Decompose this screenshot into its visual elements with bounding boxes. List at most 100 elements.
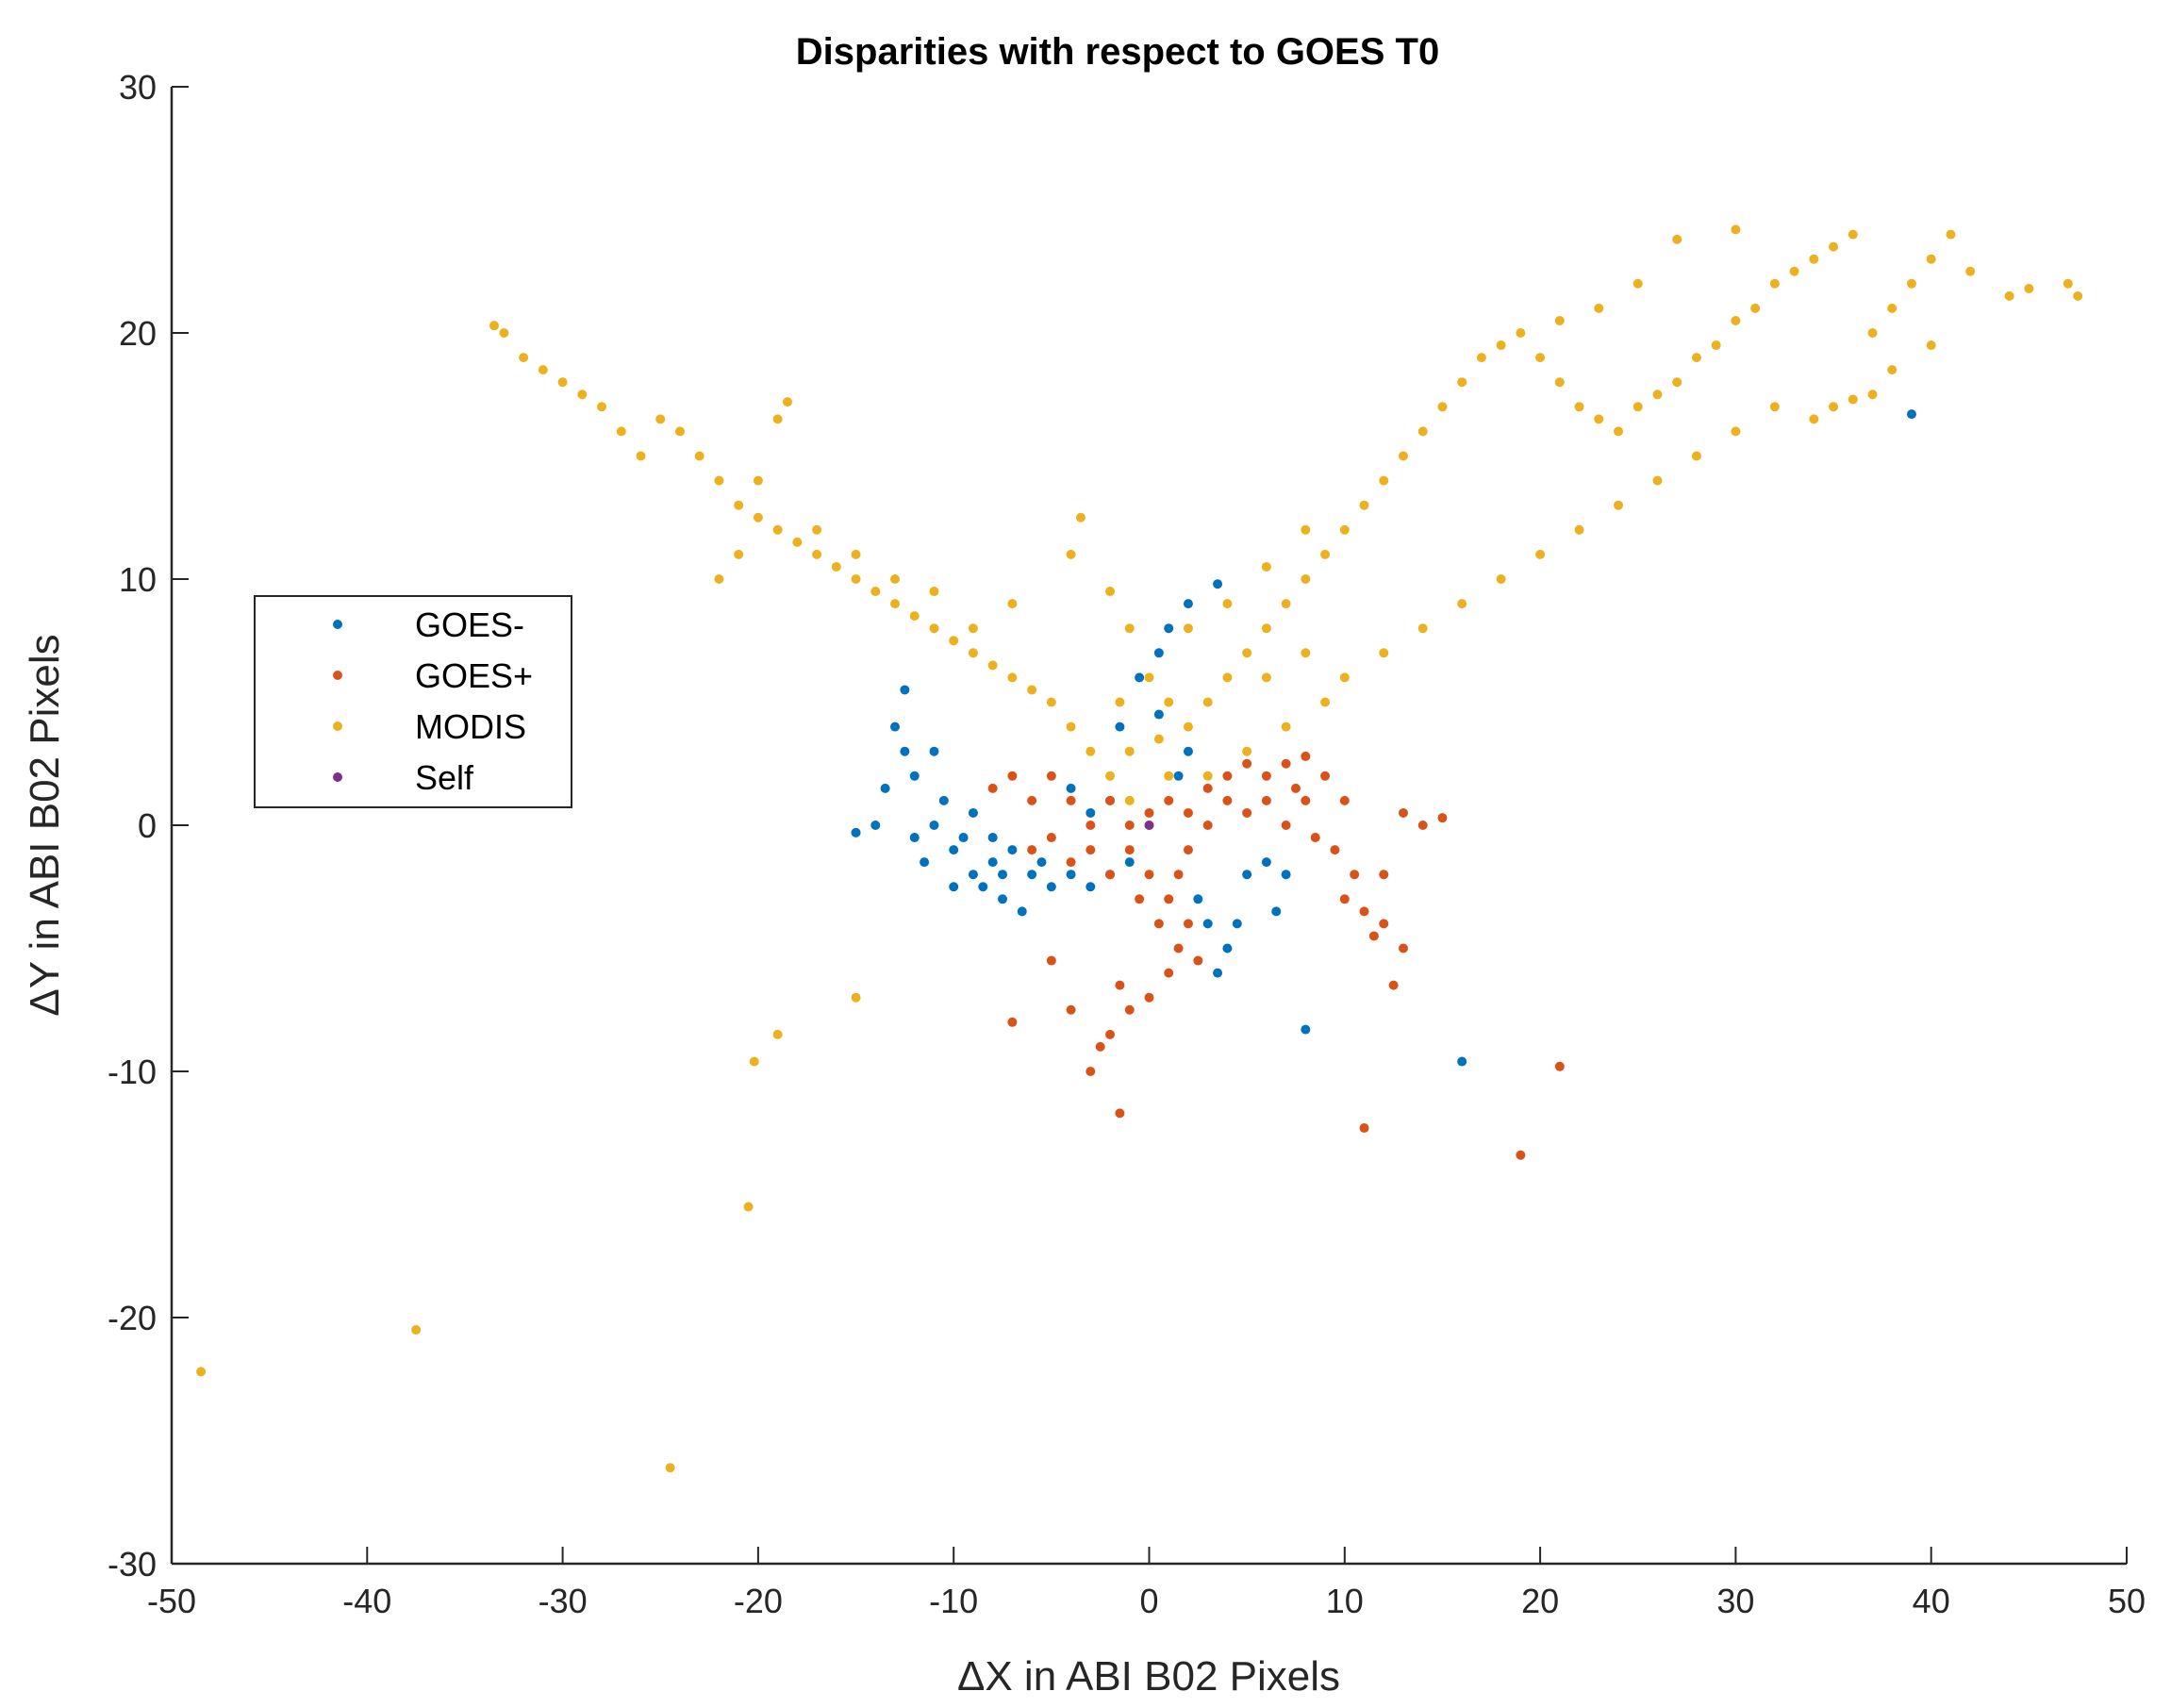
point-modis [597,402,607,412]
point-modis [1887,303,1898,313]
point-modis [557,377,568,388]
point-goes-plus [1086,845,1096,855]
point-goes-plus [1007,771,1018,781]
point-modis [1809,254,1819,264]
point-goes-plus [1086,821,1096,830]
point-modis [1105,587,1116,597]
point-goes-plus [1554,1061,1565,1071]
point-goes-minus [929,821,939,830]
point-modis [1632,278,1643,289]
point-goes-minus [958,833,969,843]
series-self [1144,821,1154,830]
point-modis [1027,685,1037,695]
point-modis [1554,377,1565,388]
point-modis [1926,254,1936,264]
point-modis [1222,672,1233,683]
point-goes-plus [1105,1029,1116,1039]
point-modis [1242,746,1252,756]
y-axis-label: ΔY in ABI B02 Pixels [22,634,68,1016]
point-goes-plus [1105,870,1116,880]
y-tick-label: 10 [119,560,157,599]
point-goes-plus [1173,943,1184,953]
x-tick-label: 40 [1913,1582,1950,1620]
point-modis [665,1463,675,1473]
point-goes-minus [978,882,988,892]
point-goes-minus [1007,845,1018,855]
series-goes-plus [987,751,1565,1160]
point-goes-minus [1066,870,1076,880]
point-goes-plus [1379,870,1389,880]
legend-marker [333,772,342,782]
point-modis [694,451,704,461]
point-modis [1906,278,1916,289]
point-modis [1457,377,1467,388]
point-modis [1359,500,1369,510]
legend: GOES- GOES+ MODIS Self [254,595,572,808]
point-goes-plus [1046,771,1056,781]
y-tick-label: 20 [119,314,157,353]
point-goes-minus [998,894,1008,904]
point-goes-minus [1457,1056,1467,1067]
point-modis [909,611,920,622]
x-tick-label: -50 [147,1582,196,1620]
point-goes-plus [1046,955,1056,966]
point-modis [734,500,744,510]
point-goes-plus [1330,845,1340,855]
point-goes-minus [1232,919,1242,929]
point-goes-minus [929,746,939,756]
point-goes-plus [1164,894,1174,904]
point-modis [1731,224,1741,235]
point-modis [812,524,822,535]
point-goes-minus [1193,894,1203,904]
legend-label: GOES+ [415,656,533,695]
point-goes-plus [1320,771,1331,781]
point-modis [1222,599,1233,609]
legend-label: Self [415,758,474,797]
point-modis [1379,648,1389,658]
point-modis [1066,721,1076,732]
point-modis [1574,524,1584,535]
point-goes-minus [1086,807,1096,818]
point-goes-minus [1906,409,1916,420]
point-modis [1301,574,1311,584]
point-goes-minus [909,833,920,843]
point-modis [1261,623,1271,634]
point-goes-plus [1086,1067,1096,1076]
point-goes-plus [1417,821,1428,830]
point-modis [749,1056,759,1067]
point-modis [1769,278,1780,289]
point-modis [1769,402,1780,412]
x-tick-label: 10 [1326,1582,1364,1620]
point-modis [782,397,792,407]
x-tick-label: 0 [1139,1582,1158,1620]
point-goes-plus [1173,870,1184,880]
point-goes-minus [1046,882,1056,892]
y-ticks: -30 -20 -10 0 10 20 30 [108,68,189,1584]
legend-marker [333,721,342,731]
point-modis [812,549,822,559]
x-tick-label: 50 [2108,1582,2146,1620]
point-goes-plus [1290,783,1301,793]
point-modis [870,587,881,597]
y-tick-label: -30 [108,1545,157,1584]
point-modis [890,574,901,584]
point-goes-plus [1153,919,1164,929]
point-modis [1007,672,1018,683]
point-goes-plus [1301,795,1311,805]
point-modis [1183,623,1193,634]
point-goes-minus [1271,906,1282,917]
point-goes-minus [1036,857,1047,868]
point-modis [1867,328,1878,338]
x-tick-label: -40 [342,1582,391,1620]
point-goes-plus [1124,845,1135,855]
point-modis [1652,475,1663,486]
point-modis [1105,771,1116,781]
point-goes-plus [1359,1123,1369,1134]
point-modis [1124,795,1135,805]
point-modis [831,561,841,572]
point-self [1144,821,1154,830]
point-goes-minus [987,857,998,868]
point-goes-minus [1183,599,1193,609]
point-goes-plus [1516,1150,1526,1160]
point-goes-plus [1124,821,1135,830]
